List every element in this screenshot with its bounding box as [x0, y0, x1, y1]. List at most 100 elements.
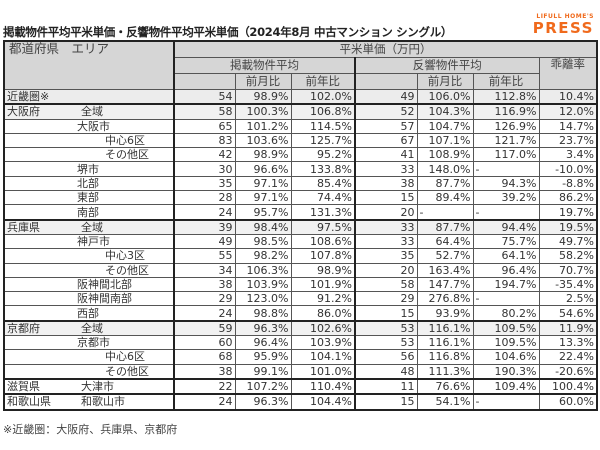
- listing-yoy-cell: 125.7%: [290, 132, 356, 149]
- listing-price-cell: 30: [173, 161, 236, 177]
- divergence-cell: 60.0%: [538, 393, 598, 411]
- area-label: 西部: [77, 306, 99, 320]
- divergence-cell: 12.0%: [538, 103, 598, 120]
- area-cell: 神戸市: [3, 233, 175, 250]
- header-response-mom: 前月比: [416, 73, 474, 90]
- listing-mom-cell: 96.3%: [234, 320, 292, 337]
- header-divergence: 乖離率: [538, 57, 598, 90]
- lifull-homes-press-logo: LIFULL HOME'S PRESS: [533, 13, 594, 36]
- listing-mom-cell: 95.9%: [234, 349, 292, 365]
- listing-yoy-cell: 114.5%: [290, 118, 356, 134]
- response-price-cell: 15: [354, 393, 418, 411]
- listing-price-cell: 49: [173, 233, 236, 250]
- response-price-cell: 56: [354, 349, 418, 365]
- area-cell: 中心6区: [3, 132, 175, 149]
- listing-mom-cell: 98.9%: [234, 89, 292, 106]
- response-yoy-cell: 109.4%: [472, 378, 540, 396]
- area-label: その他区: [105, 364, 149, 378]
- listing-mom-cell: 96.4%: [234, 335, 292, 351]
- table-row: その他区 34 106.3% 98.9% 20 163.4% 96.4% 70.7%: [3, 262, 598, 278]
- area-label: その他区: [105, 148, 149, 162]
- response-price-cell: 11: [354, 378, 418, 396]
- table-row: 西部 24 98.8% 86.0% 15 93.9% 80.2% 54.6%: [3, 305, 598, 322]
- listing-yoy-cell: 97.5%: [290, 219, 356, 235]
- listing-mom-cell: 98.4%: [234, 219, 292, 235]
- table-row: 東部 28 97.1% 74.4% 15 89.4% 39.2% 86.2%: [3, 190, 598, 206]
- response-price-cell: 38: [354, 175, 418, 192]
- listing-yoy-cell: 107.8%: [290, 248, 356, 264]
- listing-mom-cell: 98.9%: [234, 147, 292, 163]
- response-yoy-cell: 75.7%: [472, 233, 540, 250]
- response-price-cell: 41: [354, 147, 418, 163]
- area-label: 東部: [77, 191, 99, 205]
- listing-price-cell: 38: [173, 363, 236, 380]
- response-price-cell: 58: [354, 276, 418, 293]
- header-response-avg: 反響物件平均: [354, 57, 540, 74]
- area-label: 北部: [77, 176, 99, 190]
- listing-price-cell: 39: [173, 219, 236, 235]
- listing-price-cell: 60: [173, 335, 236, 351]
- response-mom-cell: 87.7%: [416, 175, 474, 192]
- listing-price-cell: 42: [173, 147, 236, 163]
- divergence-cell: -35.4%: [538, 276, 598, 293]
- area-cell: 京都市: [3, 335, 175, 351]
- listing-yoy-cell: 95.2%: [290, 147, 356, 163]
- area-cell: 中心6区: [3, 349, 175, 365]
- area-label: その他区: [105, 263, 149, 277]
- area-label: 全域: [81, 220, 103, 234]
- listing-price-cell: 58: [173, 103, 236, 120]
- divergence-cell: 54.6%: [538, 305, 598, 322]
- listing-yoy-cell: 101.0%: [290, 363, 356, 380]
- response-yoy-cell: 64.1%: [472, 248, 540, 264]
- listing-mom-cell: 101.2%: [234, 118, 292, 134]
- header-area: 都道府県 エリア: [3, 40, 175, 90]
- response-yoy-cell: 80.2%: [472, 305, 540, 322]
- area-label: [49, 90, 61, 102]
- listing-mom-cell: 98.5%: [234, 233, 292, 250]
- area-label: 中心6区: [105, 350, 145, 364]
- area-label: 中心6区: [105, 134, 145, 148]
- response-yoy-cell: -: [472, 161, 540, 177]
- footnote: ※近畿圏：大阪府、兵庫県、京都府: [3, 423, 178, 436]
- listing-yoy-cell: 103.9%: [290, 335, 356, 351]
- area-cell: 大阪府 全域: [3, 103, 175, 120]
- divergence-cell: 19.5%: [538, 219, 598, 235]
- table-row: 阪神間南部 29 123.0% 91.2% 29 276.8% -2.5%: [3, 291, 598, 307]
- table-row: その他区 42 98.9% 95.2% 41 108.9% 117.0% 3.4%: [3, 147, 598, 163]
- table-row: 神戸市 49 98.5% 108.6% 33 64.4% 75.7% 49.7%: [3, 233, 598, 250]
- table-row: 兵庫県 全域 39 98.4% 97.5% 33 87.7% 94.4% 19.5%: [3, 219, 598, 235]
- divergence-cell: 22.4%: [538, 349, 598, 365]
- table-row: 大阪市 65 101.2% 114.5% 57 104.7% 126.9% 14.7%: [3, 118, 598, 134]
- response-mom-cell: 76.6%: [416, 378, 474, 396]
- area-label: 南部: [77, 205, 99, 219]
- header-listing-yoy: 前年比: [290, 73, 356, 90]
- price-table: 都道府県 エリア 平米単価（万円） 掲載物件平均 反響物件平均 乖離率 前月比 …: [3, 40, 598, 411]
- response-mom-cell: 87.7%: [416, 219, 474, 235]
- response-yoy-cell: -: [472, 393, 540, 411]
- divergence-cell: 3.4%: [538, 147, 598, 163]
- listing-mom-cell: 96.3%: [234, 393, 292, 411]
- area-label: 全域: [81, 321, 103, 335]
- response-price-cell: 53: [354, 320, 418, 337]
- response-price-cell: 15: [354, 305, 418, 322]
- divergence-cell: 23.7%: [538, 132, 598, 149]
- response-price-cell: 48: [354, 363, 418, 380]
- divergence-cell: -8.8%: [538, 175, 598, 192]
- area-cell: 滋賀県 大津市: [3, 378, 175, 396]
- area-cell: 近畿圏※: [3, 89, 175, 106]
- divergence-cell: 2.5%: [538, 291, 598, 307]
- divergence-cell: 14.7%: [538, 118, 598, 134]
- listing-mom-cell: 99.1%: [234, 363, 292, 380]
- response-mom-cell: 104.3%: [416, 103, 474, 120]
- listing-price-cell: 55: [173, 248, 236, 264]
- divergence-cell: 86.2%: [538, 190, 598, 206]
- listing-price-cell: 34: [173, 262, 236, 278]
- area-cell: 兵庫県 全域: [3, 219, 175, 235]
- response-yoy-cell: 96.4%: [472, 262, 540, 278]
- header-unit: 平米単価（万円）: [173, 40, 598, 58]
- response-mom-cell: 116.8%: [416, 349, 474, 365]
- response-yoy-cell: 39.2%: [472, 190, 540, 206]
- response-price-cell: 29: [354, 291, 418, 307]
- table-row: 中心3区 55 98.2% 107.8% 35 52.7% 64.1% 58.2%: [3, 248, 598, 264]
- response-yoy-cell: 112.8%: [472, 89, 540, 106]
